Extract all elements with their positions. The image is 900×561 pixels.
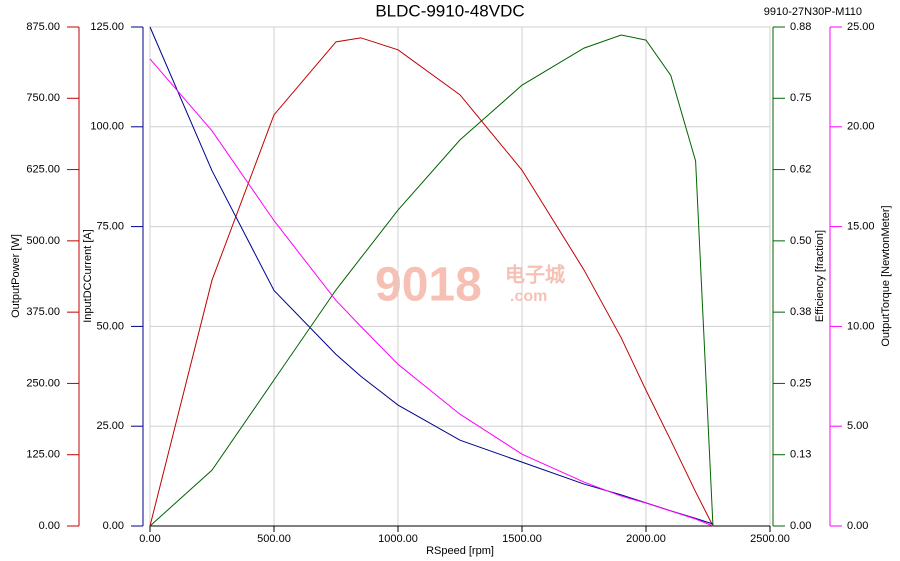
series-line <box>149 58 714 527</box>
y-tick-label: 500.00 <box>26 235 60 247</box>
watermark-text: 9018 <box>375 259 482 312</box>
series-line <box>149 34 714 527</box>
x-axis-title: RSpeed [rpm] <box>426 545 494 557</box>
y2-tick-label: 0.00 <box>103 520 124 532</box>
y-tick-label: 250.00 <box>26 377 60 389</box>
x-tick-label: 2500.00 <box>750 533 790 545</box>
y3-tick-label: 0.13 <box>790 449 811 461</box>
y3-tick-label: 0.25 <box>790 377 811 389</box>
y-axis-title: OutputPower [W] <box>10 234 22 318</box>
subtitle: 9910-27N30P-M110 <box>764 6 862 18</box>
y3-tick-label: 0.62 <box>790 163 811 175</box>
y3-tick-label: 0.75 <box>790 92 811 104</box>
y4-axis-title: OutputTorque [NewtonMeter] <box>880 205 892 346</box>
y4-tick-label: 15.00 <box>847 221 875 233</box>
y3-tick-label: 0.00 <box>790 520 811 532</box>
y3-tick-label: 0.88 <box>790 21 811 33</box>
y2-tick-label: 125.00 <box>90 21 124 33</box>
x-tick-label: 1000.00 <box>378 533 418 545</box>
y2-tick-label: 100.00 <box>90 121 124 133</box>
y3-tick-label: 0.50 <box>790 235 811 247</box>
y-tick-label: 0.00 <box>39 520 60 532</box>
y2-axis-title: InputDCCurrent [A] <box>82 229 94 323</box>
y4-tick-label: 5.00 <box>847 420 868 432</box>
y2-tick-label: 50.00 <box>96 320 124 332</box>
y-tick-label: 375.00 <box>26 306 60 318</box>
y4-tick-label: 25.00 <box>847 21 875 33</box>
watermark-text: .com <box>510 288 547 305</box>
watermark-text: 电子城 <box>505 262 565 286</box>
y-tick-label: 750.00 <box>26 92 60 104</box>
y2-tick-label: 25.00 <box>96 420 124 432</box>
y2-tick-label: 75.00 <box>96 221 124 233</box>
y4-tick-label: 20.00 <box>847 121 875 133</box>
y4-tick-label: 10.00 <box>847 320 875 332</box>
y3-axis-title: Efficiency [fraction] <box>814 230 826 322</box>
x-tick-label: 0.00 <box>139 533 160 545</box>
series-line <box>149 37 714 527</box>
x-tick-label: 1500.00 <box>502 533 542 545</box>
watermark: 9018 电子城 .com <box>375 259 565 312</box>
x-tick-label: 2000.00 <box>626 533 666 545</box>
y-tick-label: 625.00 <box>26 163 60 175</box>
y-tick-label: 125.00 <box>26 449 60 461</box>
y3-tick-label: 0.38 <box>790 306 811 318</box>
chart-title: BLDC-9910-48VDC <box>375 1 524 20</box>
y4-tick-label: 0.00 <box>847 520 868 532</box>
x-tick-label: 500.00 <box>257 533 291 545</box>
plot-area <box>149 26 771 527</box>
y-tick-label: 875.00 <box>26 21 60 33</box>
